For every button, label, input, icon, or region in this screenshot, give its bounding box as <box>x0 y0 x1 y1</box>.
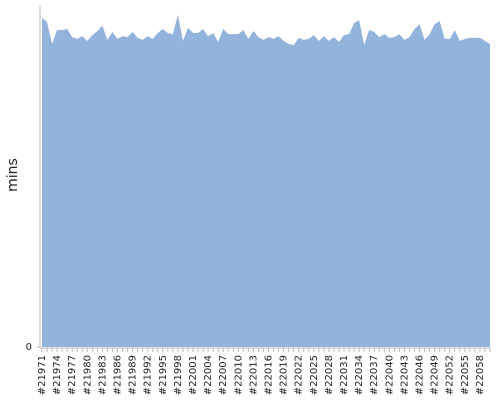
x-tick-label: #21971 <box>37 355 48 395</box>
y-axis-label: mins <box>5 158 21 192</box>
x-tick-label: #22058 <box>475 355 486 395</box>
x-tick-label: #22055 <box>460 355 471 395</box>
x-tick-label: #21989 <box>128 355 139 395</box>
x-tick-label: #21992 <box>143 355 154 395</box>
x-tick-label: #21974 <box>52 355 63 395</box>
x-tick-label: #21977 <box>67 355 78 395</box>
x-tick-label: #22016 <box>264 355 275 395</box>
x-tick-label: #22037 <box>369 355 380 395</box>
x-tick-label: #22043 <box>399 355 410 395</box>
x-tick-label: #22040 <box>384 355 395 395</box>
x-tick-label: #22025 <box>309 355 320 395</box>
x-tick-label: #22007 <box>218 355 229 395</box>
x-tick-label: #21983 <box>97 355 108 395</box>
x-tick-label: #22001 <box>188 355 199 395</box>
x-tick-label: #21980 <box>82 355 93 395</box>
x-tick-label: #22010 <box>233 355 244 395</box>
x-tick-label: #21995 <box>158 355 169 395</box>
x-tick-label: #21986 <box>113 355 124 395</box>
x-tick-label: #22013 <box>248 355 259 395</box>
x-tick-label: #22046 <box>415 355 426 395</box>
y-tick-label: 0 <box>26 342 32 353</box>
x-tick-label: #22004 <box>203 355 214 395</box>
area <box>42 14 490 348</box>
x-tick-label: #22028 <box>324 355 335 395</box>
x-tick-label: #22034 <box>354 355 365 395</box>
x-tick-label: #22049 <box>430 355 441 395</box>
x-tick-label: #22052 <box>445 355 456 395</box>
x-tick-label: #22031 <box>339 355 350 395</box>
x-tick-label: #22022 <box>294 355 305 395</box>
x-tick-label: #22019 <box>279 355 290 395</box>
x-tick-label: #21998 <box>173 355 184 395</box>
